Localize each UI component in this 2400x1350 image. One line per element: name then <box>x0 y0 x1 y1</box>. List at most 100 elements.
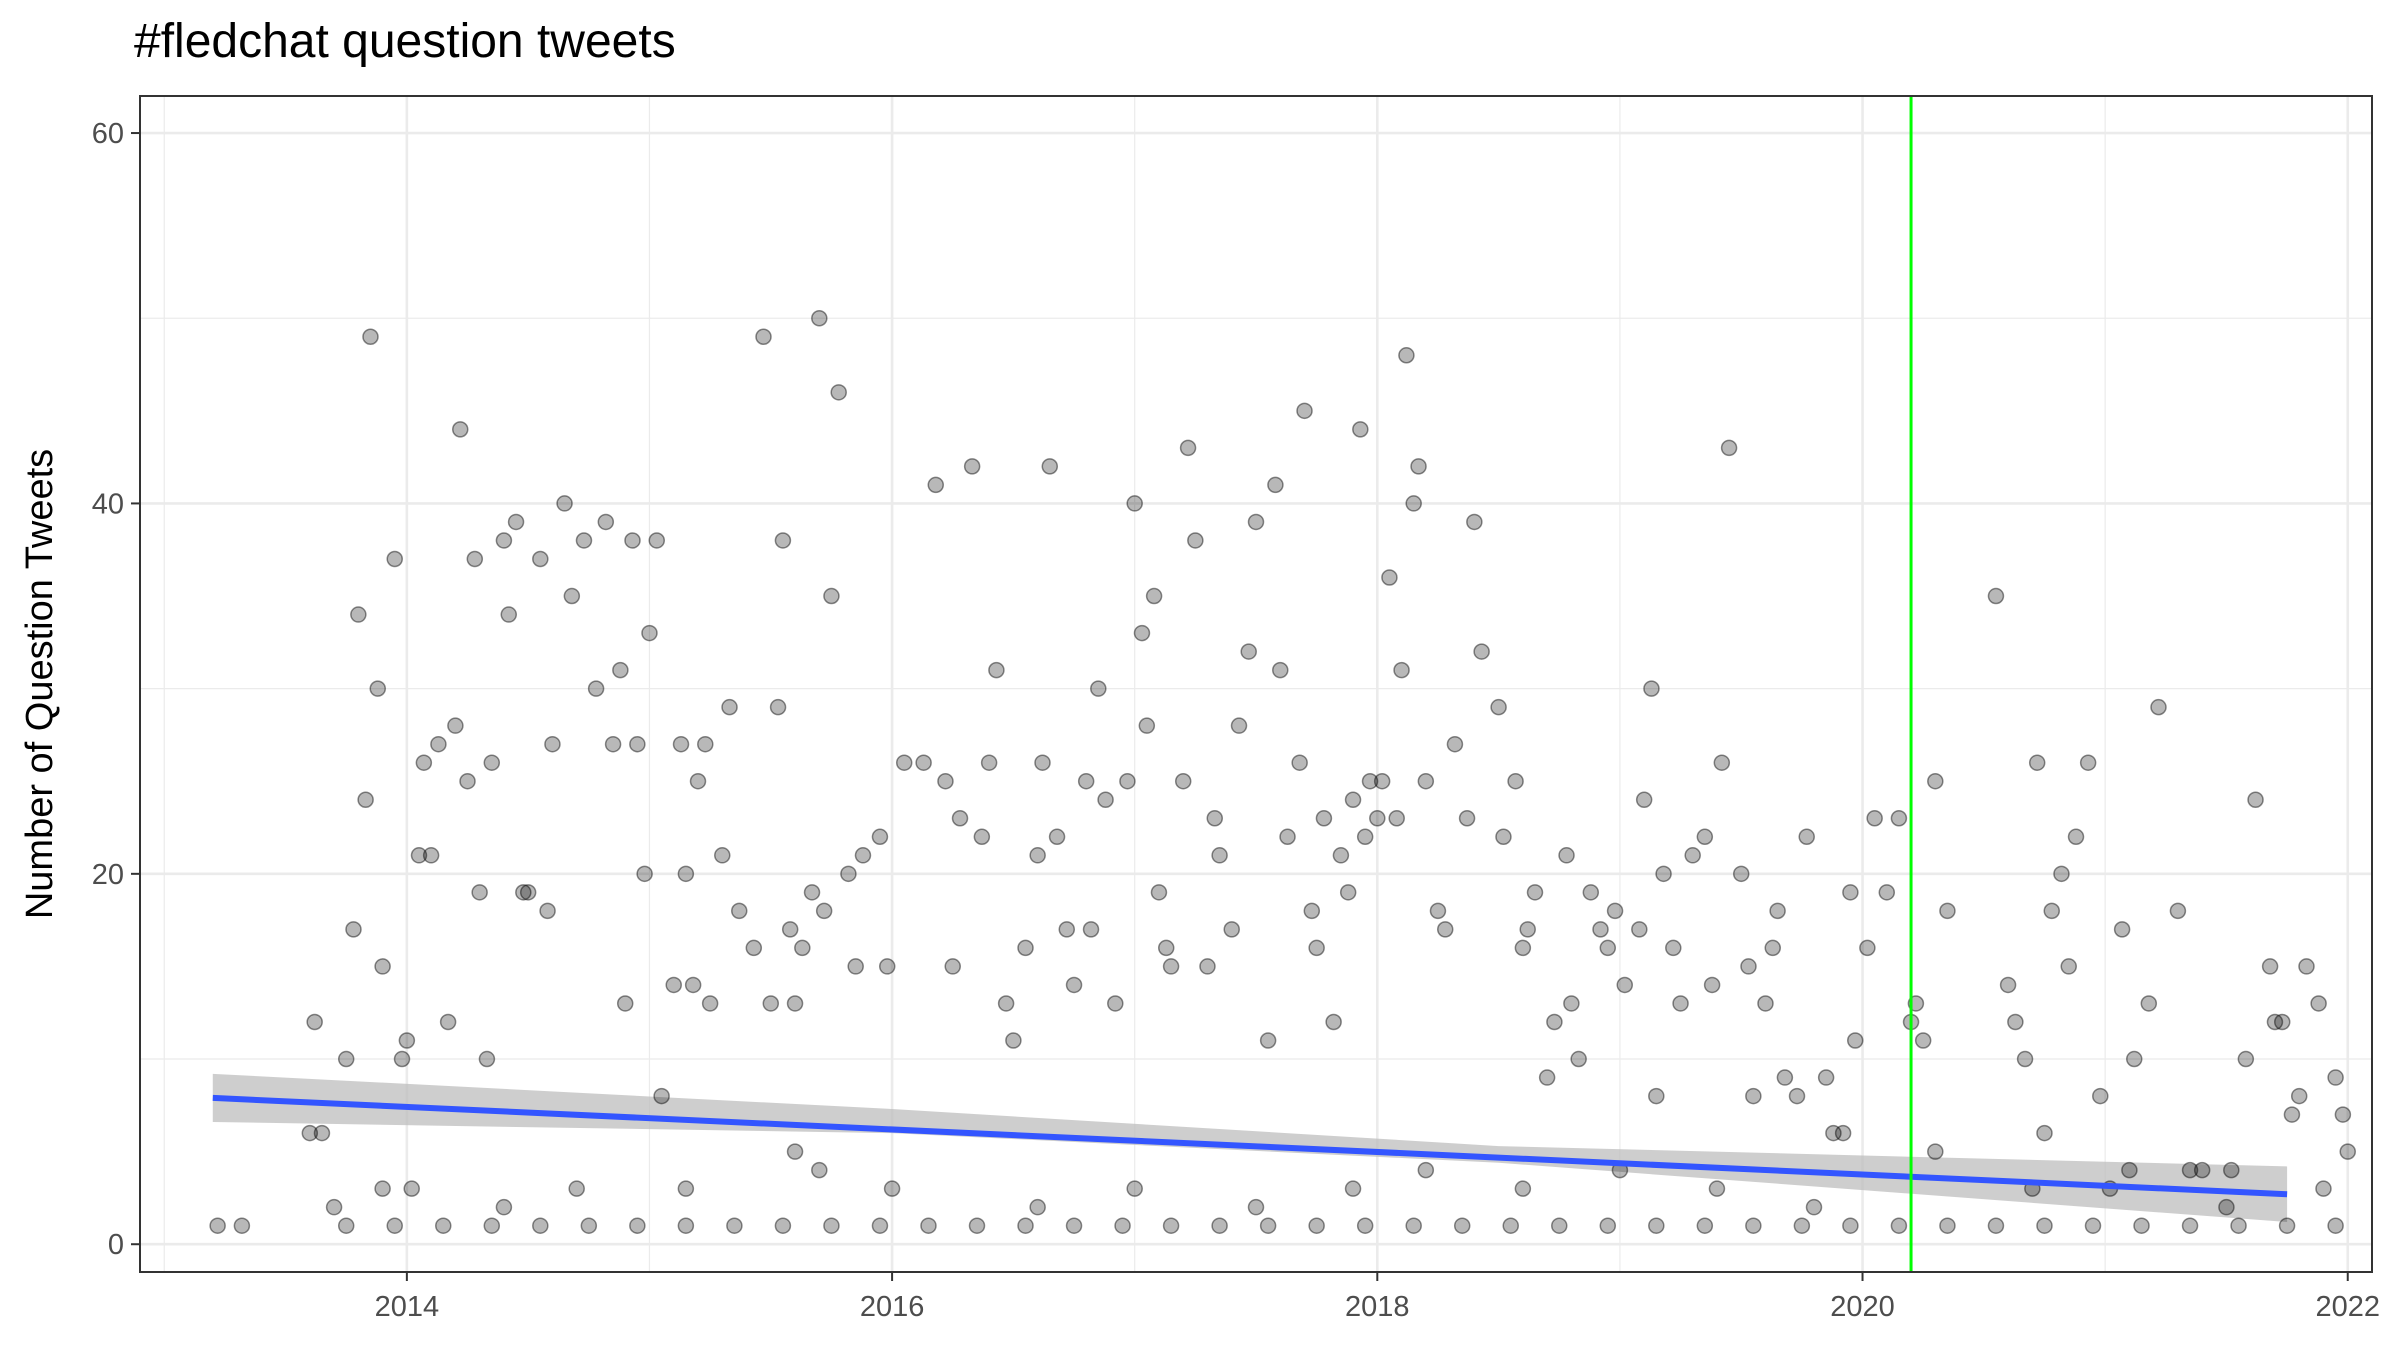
data-point <box>1939 902 1956 920</box>
data-point <box>2150 698 2167 716</box>
data-point <box>2334 1106 2352 1123</box>
data-point <box>532 550 549 568</box>
data-point <box>1041 458 1059 475</box>
data-point <box>1058 921 1076 938</box>
data-point <box>1490 698 1507 716</box>
data-point <box>1272 661 1289 679</box>
data-point <box>1788 1087 1806 1105</box>
data-point <box>2028 754 2046 771</box>
data-point <box>1582 884 1600 901</box>
data-point <box>2273 1013 2291 1031</box>
data-point <box>2278 1217 2296 1234</box>
data-point <box>2230 1217 2247 1234</box>
data-point <box>1048 828 1066 846</box>
data-point <box>927 476 945 494</box>
data-point <box>209 1217 226 1234</box>
data-point <box>629 1217 646 1234</box>
data-point <box>422 847 440 864</box>
data-point <box>1259 1032 1277 1049</box>
data-point <box>629 735 646 753</box>
data-point <box>973 828 991 846</box>
data-point <box>648 532 666 549</box>
data-point <box>386 550 403 568</box>
data-point <box>980 754 998 771</box>
data-point <box>362 328 379 346</box>
data-point <box>2067 828 2085 846</box>
data-point <box>774 1217 792 1234</box>
data-point <box>1356 1217 1374 1234</box>
data-point <box>1757 995 1774 1012</box>
data-point <box>915 754 932 771</box>
data-point <box>1890 810 1908 827</box>
data-point <box>1987 587 2005 605</box>
data-point <box>1519 921 1536 938</box>
data-point <box>2237 1050 2255 1068</box>
data-point <box>1740 958 1757 975</box>
data-point <box>1369 810 1386 827</box>
data-point <box>369 680 387 697</box>
data-point <box>1187 532 1204 549</box>
data-point <box>1029 1198 1046 1216</box>
data-point <box>1648 1087 1665 1105</box>
data-point <box>811 1161 828 1179</box>
data-point <box>1842 1217 1859 1234</box>
data-point <box>483 1217 501 1234</box>
data-point <box>1507 772 1524 790</box>
data-point <box>410 847 428 864</box>
grid-layer <box>140 96 2372 1272</box>
data-point <box>1890 1217 1908 1234</box>
data-point <box>1005 1032 1022 1049</box>
data-point <box>478 1050 496 1068</box>
data-point <box>811 309 828 327</box>
data-point <box>1126 1180 1143 1197</box>
data-point <box>1356 828 1374 846</box>
data-point <box>1017 939 1034 957</box>
data-point <box>665 976 682 994</box>
data-point <box>466 550 484 568</box>
data-point <box>1914 1032 1932 1049</box>
data-point <box>500 606 518 623</box>
data-point <box>730 902 748 920</box>
data-point <box>1291 754 1308 771</box>
data-point <box>587 680 605 697</box>
trend-layer <box>212 1094 2288 1198</box>
data-point <box>301 1124 319 1142</box>
data-point <box>1606 902 1624 920</box>
data-point <box>1296 402 1313 420</box>
data-point <box>415 754 433 771</box>
data-point <box>1373 772 1391 790</box>
data-point <box>1097 791 1114 808</box>
data-point <box>430 735 447 753</box>
data-point <box>2092 1087 2109 1105</box>
data-point <box>483 754 501 771</box>
data-point <box>1259 1217 1277 1234</box>
data-point <box>1398 347 1415 364</box>
data-point <box>2327 1217 2344 1234</box>
data-point <box>1696 1217 1714 1234</box>
data-point <box>1344 1180 1362 1197</box>
data-point <box>653 1087 670 1105</box>
data-point <box>830 384 847 401</box>
data-point <box>1206 810 1224 827</box>
data-point <box>1405 1217 1422 1234</box>
data-point <box>762 995 780 1012</box>
data-point <box>1162 1217 1180 1234</box>
data-point <box>1987 1217 2005 1234</box>
data-point <box>1643 680 1660 697</box>
data-point <box>451 421 469 438</box>
data-point <box>1082 921 1100 938</box>
data-point <box>350 606 367 623</box>
data-point <box>697 735 714 753</box>
data-point <box>597 513 615 531</box>
data-point <box>1846 1032 1864 1049</box>
data-point <box>2247 791 2264 808</box>
data-point <box>794 939 811 957</box>
data-point <box>1315 810 1333 827</box>
data-point <box>1344 791 1362 808</box>
data-point <box>2310 995 2327 1012</box>
data-point <box>721 698 738 716</box>
data-point <box>1388 810 1405 827</box>
data-point <box>2016 1050 2034 1068</box>
data-point <box>1107 995 1124 1012</box>
x-tick-label: 2022 <box>2315 1291 2380 1323</box>
